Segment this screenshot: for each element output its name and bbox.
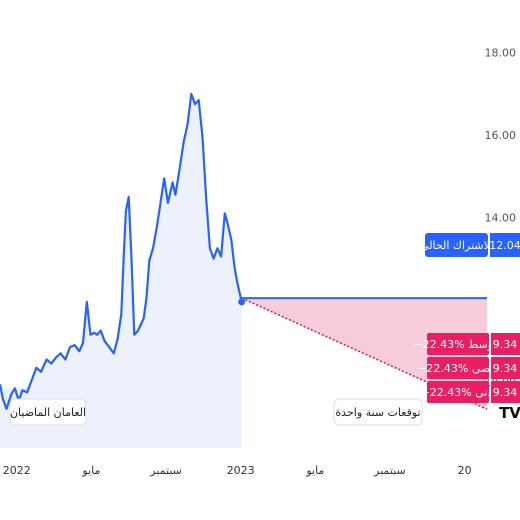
x-tick-label: 2023 xyxy=(227,464,255,477)
x-tick-label: 20 xyxy=(458,464,472,477)
target-min-value: 9.34 xyxy=(493,386,518,399)
y-tick-label: 14.00 xyxy=(485,211,517,224)
forecast-range-band xyxy=(241,298,487,410)
y-tick-label: 18.00 xyxy=(485,47,517,60)
target-min-badge: −22.43% أدنى 9.34 xyxy=(421,381,520,403)
x-tick-label: سبتمبر xyxy=(373,464,406,477)
y-tick-label: 16.00 xyxy=(485,129,517,142)
target-max-badge: −22.43% أقصى 9.34 xyxy=(417,357,520,379)
price-series-line xyxy=(0,92,243,410)
forecast-period-label: توقعات سنة واحدة xyxy=(335,406,420,419)
forecast-period-pill: توقعات سنة واحدة xyxy=(333,398,423,426)
last-price-point xyxy=(238,298,246,306)
x-tick-label: مايو xyxy=(81,464,100,477)
x-tick-label: 2022 xyxy=(3,464,31,477)
target-min-label: −22.43% أدنى xyxy=(421,385,496,399)
target-average-badge: −22.43% متوسط 9.34 xyxy=(413,333,520,355)
target-max-label: −22.43% أقصى xyxy=(417,361,499,375)
current-price-badge: الاشتراك الحالي 12.04 xyxy=(420,233,520,257)
past-period-pill: العامان الماضيان xyxy=(9,398,87,426)
current-price-label: الاشتراك الحالي xyxy=(420,239,493,252)
tradingview-logo: TV xyxy=(499,404,520,422)
x-tick-label: مايو xyxy=(305,464,324,477)
x-tick-label: سبتمبر xyxy=(149,464,182,477)
past-period-label: العامان الماضيان xyxy=(10,406,86,419)
target-average-value: 9.34 xyxy=(493,338,518,351)
tradingview-logo-mark: TV xyxy=(499,404,520,422)
target-average-label: −22.43% متوسط xyxy=(413,338,502,351)
target-max-value: 9.34 xyxy=(493,362,518,375)
current-price-value: 12.04 xyxy=(489,239,520,252)
history-area-fill xyxy=(0,93,242,409)
